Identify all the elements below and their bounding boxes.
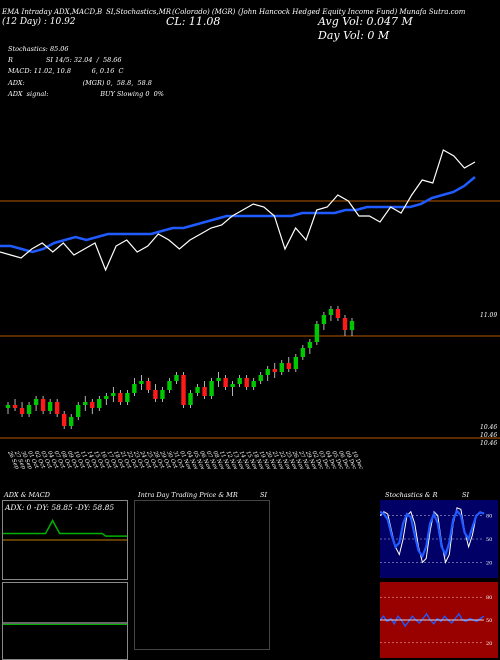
candle-body xyxy=(90,402,95,408)
adx-series-line xyxy=(3,518,127,537)
candle-body xyxy=(146,381,151,390)
stoch-level-label: 20 xyxy=(486,560,492,566)
candle-body xyxy=(279,363,284,372)
price-label-bot2: 10.46 xyxy=(480,432,498,439)
candle-body xyxy=(230,384,235,387)
candle-body xyxy=(307,342,313,348)
header-indicators-left: EMA Intraday ADX,MACD,B xyxy=(2,8,103,16)
header-close-label: CL: 11.08 xyxy=(166,15,221,28)
candle-body xyxy=(40,399,46,411)
candle-body xyxy=(321,315,327,324)
intraday-panel-title: Intra Day Trading Price & MR xyxy=(138,491,238,499)
si-level-label: 50 xyxy=(486,618,492,624)
price-label-top: 11.09 xyxy=(480,312,498,319)
candle-body xyxy=(174,375,179,381)
candle-body xyxy=(202,387,207,396)
candle-body xyxy=(314,324,320,342)
candle-body xyxy=(223,378,228,387)
adx-panel-title: ADX & MACD xyxy=(4,491,50,499)
header-indicators-mid: SI,Stochastics,MR xyxy=(106,8,172,16)
intraday-panel xyxy=(134,500,270,650)
ema-series-line xyxy=(0,176,476,254)
header-values-line: (12 Day) : 10.92 xyxy=(2,17,76,27)
indicator-adx: ADX: (MGR) 0, 58.8, 58.8 xyxy=(8,79,152,87)
candle-body xyxy=(335,309,341,318)
candle-body xyxy=(68,417,74,426)
candle-body xyxy=(76,405,81,417)
candle-body xyxy=(293,357,299,369)
candle-body xyxy=(111,393,116,396)
price-ema-chart xyxy=(0,149,500,272)
candle-body xyxy=(237,378,242,384)
indicator-adx-signal: ADX signal: BUY Slowing 0 0% xyxy=(8,90,164,98)
adx-panel-values: ADX: 0 -DY: 58.85 -DY: 58.85 xyxy=(5,503,115,512)
price-label-bot1: 10.46 xyxy=(480,424,498,431)
candlestick-chart xyxy=(0,306,500,439)
candle-body xyxy=(300,348,306,357)
candle-body xyxy=(251,381,256,387)
candle-body xyxy=(265,369,270,375)
candle-body xyxy=(61,414,67,426)
header-symbol-info: (Colorado) (MGR) xyxy=(172,8,236,16)
candle-body xyxy=(258,375,263,381)
si-level-label: 20 xyxy=(486,641,492,647)
candle-body xyxy=(5,405,11,408)
adx-panel: ADX: 0 -DY: 58.85 -DY: 58.85 xyxy=(2,500,128,580)
candle-body xyxy=(104,396,109,399)
candle-body xyxy=(209,381,214,396)
stoch-level-label: 50 xyxy=(486,537,492,543)
candle-body xyxy=(160,390,165,399)
indicator-macd: MACD: 11.02, 10.8 6, 0.16 C xyxy=(8,67,124,75)
candle-body xyxy=(97,399,102,408)
candle-body xyxy=(125,393,130,402)
candle-body xyxy=(181,375,186,405)
macd-line-chart xyxy=(3,622,127,625)
si-level-label: 80 xyxy=(486,595,492,601)
candle-body xyxy=(118,393,123,402)
si-series-line xyxy=(380,612,485,628)
adx-line-chart xyxy=(3,518,127,541)
indicator-stochastics: Stochastics: 85.06 xyxy=(8,45,69,53)
candle-body xyxy=(47,402,53,411)
candle-body xyxy=(349,321,355,330)
candle-body xyxy=(19,408,25,414)
stoch-panel-title: Stochastics & R xyxy=(385,491,438,499)
candle-body xyxy=(132,384,137,393)
header-avg-vol: Avg Vol: 0.047 M xyxy=(318,15,413,28)
candle-body xyxy=(188,393,193,405)
candle-body xyxy=(342,318,348,330)
si-line-chart: 80 50 20 xyxy=(380,595,492,647)
stoch-panel-suffix: SI xyxy=(462,491,470,499)
candle-body xyxy=(216,378,221,381)
candle-body xyxy=(26,405,32,414)
candle-body xyxy=(244,378,249,387)
candle-body xyxy=(33,399,39,405)
candle-body xyxy=(328,309,334,315)
candle-body xyxy=(195,387,200,393)
stoch-line-chart: 80 50 20 xyxy=(380,507,492,566)
stoch-d-line xyxy=(380,508,485,559)
candle-body xyxy=(167,381,172,390)
candle-body xyxy=(54,402,60,414)
price-label-bot3: 10.46 xyxy=(480,440,498,447)
candle-body xyxy=(12,405,18,408)
price-series-line xyxy=(0,149,476,272)
header-day-vol: Day Vol: 0 M xyxy=(318,29,390,42)
candle-body xyxy=(272,369,277,372)
header-company: (John Hancock Hedged Equity Income Fund)… xyxy=(238,8,466,16)
intraday-panel-suffix: SI xyxy=(260,491,268,499)
stoch-level-label: 80 xyxy=(486,514,492,520)
candle-body xyxy=(83,402,88,405)
candle-body xyxy=(286,363,292,369)
candle-body xyxy=(139,381,144,384)
indicator-si: R SI 14/5: 32.04 / 58.66 xyxy=(8,56,122,64)
candle-body xyxy=(153,390,158,399)
